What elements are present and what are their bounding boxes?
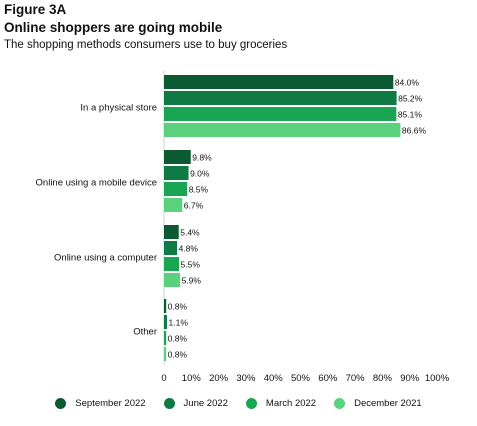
category-label: Online using a mobile device [36, 178, 157, 189]
bar-chart: In a physical store 84.0% 85.2% 85.1% 86.6% O… [36, 70, 450, 384]
data-label: 5.9% [182, 276, 202, 286]
data-label: 4.8% [179, 244, 199, 254]
bar [164, 347, 167, 361]
x-tick-label: 10% [182, 373, 202, 384]
legend-swatch [163, 398, 175, 409]
category-label: In a physical store [80, 103, 157, 114]
legend-item: March 2022 [245, 398, 317, 409]
chart-legend: September 2022 June 2022 March 2022 Decembe… [0, 398, 477, 409]
bar [164, 150, 191, 164]
legend-label: September 2022 [75, 398, 146, 409]
bar [164, 198, 183, 212]
x-tick-label: 90% [400, 373, 420, 384]
category-label: Online using a computer [54, 253, 157, 264]
legend-swatch [245, 398, 257, 409]
x-tick-label: 0 [161, 373, 166, 384]
x-tick-label: 70% [346, 373, 366, 384]
data-label: 5.5% [181, 260, 201, 270]
x-tick-label: 60% [318, 373, 338, 384]
legend-item: June 2022 [163, 398, 228, 409]
legend-item: December 2021 [334, 398, 422, 409]
data-label: 0.8% [168, 302, 188, 312]
legend-item: September 2022 [55, 398, 146, 409]
data-label: 0.8% [168, 350, 188, 360]
data-label: 8.5% [189, 185, 209, 195]
data-label: 1.1% [169, 318, 189, 328]
bar [164, 225, 179, 239]
bar [164, 299, 167, 313]
bar [164, 91, 397, 105]
chart-title: Online shoppers are going mobile [4, 20, 223, 35]
x-tick-label: 100% [425, 373, 450, 384]
bar [164, 331, 167, 345]
bar [164, 123, 401, 137]
bar [164, 315, 168, 329]
data-label: 85.1% [398, 110, 423, 120]
chart-subtitle: The shopping methods consumers use to bu… [4, 39, 288, 51]
data-label: 86.6% [402, 126, 427, 136]
legend-label: June 2022 [183, 398, 228, 409]
bar [164, 75, 394, 89]
data-label: 84.0% [395, 78, 420, 88]
x-tick-label: 80% [373, 373, 393, 384]
x-tick-label: 50% [291, 373, 311, 384]
figure-label: Figure 3A [4, 2, 67, 17]
data-label: 6.7% [184, 201, 204, 211]
legend-label: March 2022 [265, 398, 317, 409]
bar [164, 166, 189, 180]
bar [164, 182, 188, 196]
bar [164, 241, 178, 255]
data-label: 9.8% [192, 153, 212, 163]
bar [164, 107, 397, 121]
category-label: Other [133, 327, 157, 338]
data-label: 0.8% [168, 334, 188, 344]
x-tick-label: 30% [236, 373, 256, 384]
x-tick-label: 40% [264, 373, 284, 384]
legend-swatch [55, 398, 67, 409]
bar [164, 273, 181, 287]
bar [164, 257, 180, 271]
legend-label: December 2021 [354, 398, 422, 409]
data-label: 5.4% [180, 228, 200, 238]
x-tick-label: 20% [209, 373, 229, 384]
data-label: 85.2% [398, 94, 423, 104]
legend-swatch [334, 398, 346, 409]
data-label: 9.0% [190, 169, 210, 179]
